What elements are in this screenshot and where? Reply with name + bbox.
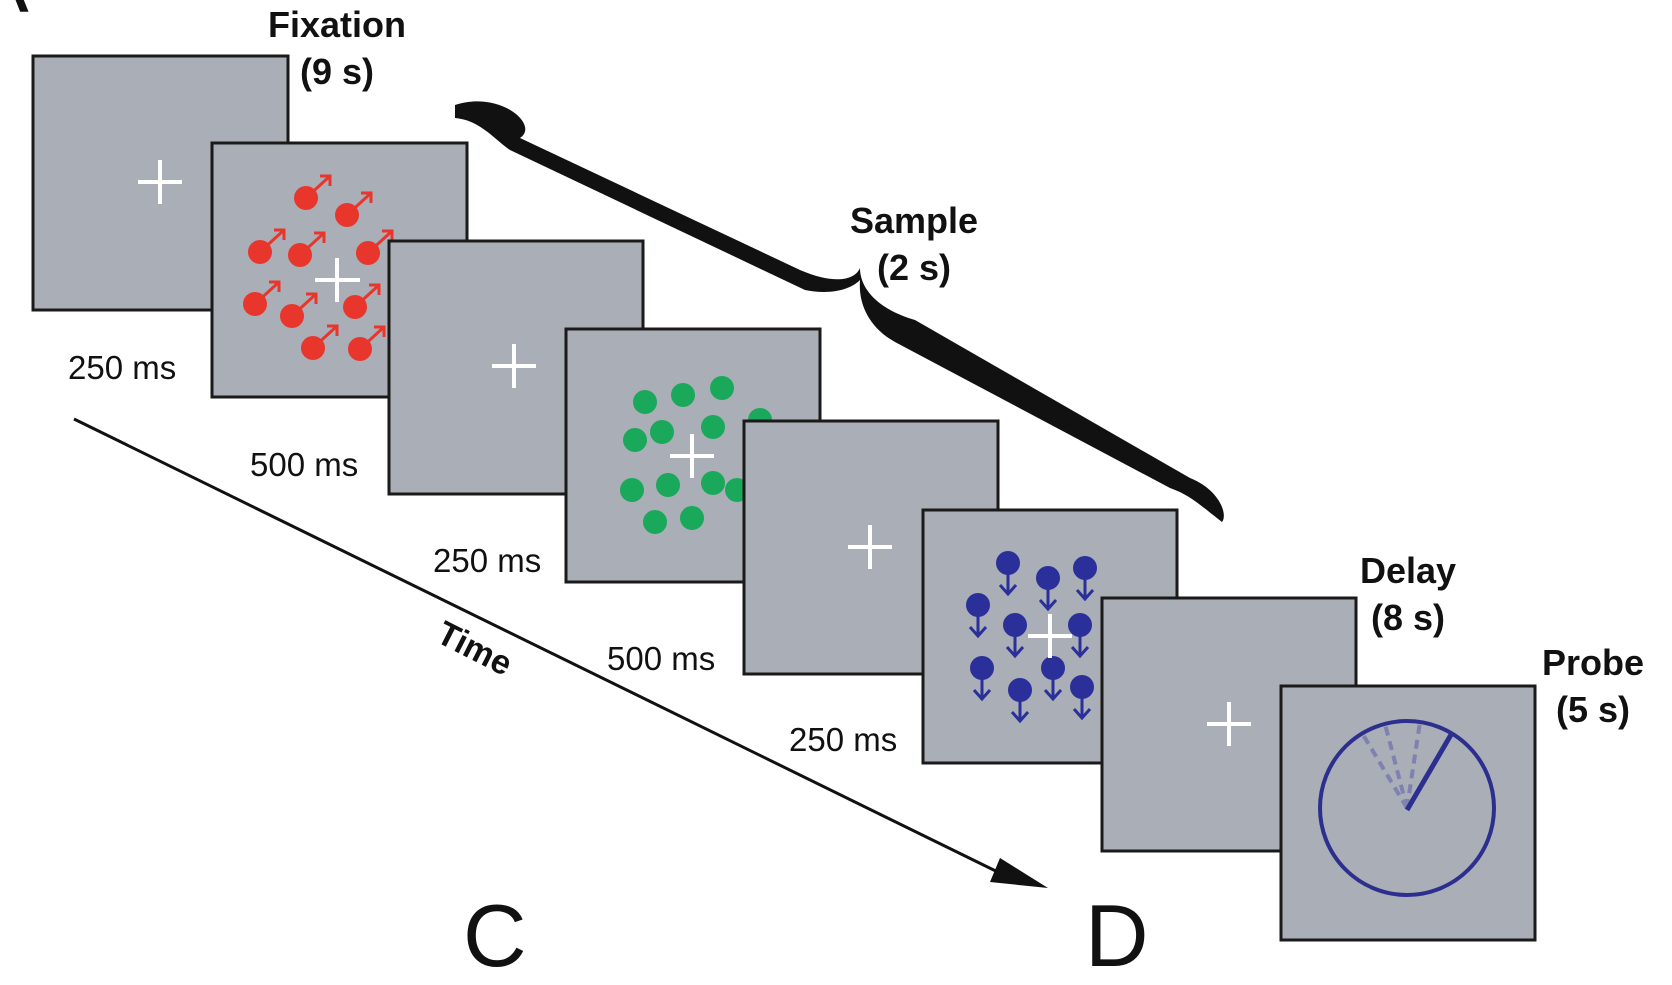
red-moving-dot bbox=[348, 325, 386, 361]
blue-moving-dot bbox=[966, 593, 990, 639]
blue-moving-dot bbox=[1070, 675, 1094, 721]
red-moving-dot bbox=[243, 280, 281, 316]
red-moving-dot bbox=[288, 231, 326, 267]
duration-label-3: 250 ms bbox=[433, 542, 542, 579]
blue-moving-dot bbox=[1041, 656, 1065, 702]
panel-letter-c: C bbox=[463, 886, 527, 985]
fixation-cross bbox=[315, 258, 360, 302]
sample-brace bbox=[455, 101, 1224, 523]
fixation-cross bbox=[492, 344, 536, 388]
frame-probe bbox=[1279, 684, 1537, 942]
red-moving-dot bbox=[343, 283, 381, 319]
phase-name: Fixation bbox=[268, 4, 407, 45]
duration-label-1: 250 ms bbox=[68, 349, 177, 386]
duration-label-4: 500 ms bbox=[607, 640, 716, 677]
panel-letter-d: D bbox=[1085, 886, 1149, 985]
phase-label-fixation: Fixation (9 s) bbox=[268, 2, 406, 96]
blue-dot-field bbox=[966, 551, 1097, 724]
phase-label-delay: Delay (8 s) bbox=[1360, 548, 1456, 642]
red-moving-dot bbox=[356, 229, 394, 265]
green-static-dot bbox=[701, 415, 725, 439]
phase-duration: (2 s) bbox=[877, 246, 952, 288]
probe-dial-circle bbox=[1318, 719, 1496, 897]
phase-label-probe: Probe (5 s) bbox=[1542, 640, 1644, 734]
green-static-dot bbox=[671, 383, 695, 407]
fixation-cross bbox=[1207, 702, 1251, 746]
green-static-dot bbox=[656, 473, 680, 497]
panel-letter-a: A bbox=[0, 0, 29, 26]
green-static-dot bbox=[633, 390, 657, 414]
fixation-cross bbox=[670, 434, 714, 478]
phase-name: Probe bbox=[1542, 642, 1645, 683]
green-static-dot bbox=[623, 428, 647, 452]
red-moving-dot bbox=[301, 324, 339, 360]
phase-name: Sample bbox=[850, 200, 979, 241]
red-moving-dot bbox=[248, 228, 286, 264]
fixation-cross bbox=[1028, 614, 1072, 658]
blue-moving-dot bbox=[1008, 678, 1032, 724]
red-moving-dot bbox=[280, 292, 318, 328]
green-static-dot bbox=[701, 471, 725, 495]
blue-moving-dot bbox=[970, 656, 994, 702]
green-static-dot bbox=[643, 510, 667, 534]
red-moving-dot bbox=[335, 191, 373, 227]
red-dot-field bbox=[243, 174, 394, 361]
green-static-dot bbox=[620, 478, 644, 502]
blue-moving-dot bbox=[1003, 613, 1027, 659]
time-arrow bbox=[73, 417, 1048, 888]
phase-duration: (5 s) bbox=[1556, 688, 1631, 730]
phase-name: Delay bbox=[1360, 550, 1457, 591]
green-static-dot bbox=[710, 376, 734, 400]
blue-moving-dot bbox=[1073, 556, 1097, 602]
green-static-dot bbox=[680, 506, 704, 530]
fixation-cross bbox=[138, 160, 182, 204]
blue-moving-dot bbox=[996, 551, 1020, 597]
red-moving-dot bbox=[294, 174, 332, 210]
phase-label-sample: Sample (2 s) bbox=[850, 198, 978, 292]
green-static-dot bbox=[650, 420, 674, 444]
phase-duration: (9 s) bbox=[299, 50, 375, 92]
duration-label-5: 250 ms bbox=[789, 721, 898, 758]
blue-moving-dot bbox=[1036, 566, 1060, 612]
blue-moving-dot bbox=[1068, 613, 1092, 659]
probe-response-needle bbox=[1404, 731, 1455, 812]
duration-label-2: 500 ms bbox=[250, 446, 359, 483]
fixation-cross bbox=[848, 525, 892, 569]
phase-duration: (8 s) bbox=[1371, 596, 1446, 638]
